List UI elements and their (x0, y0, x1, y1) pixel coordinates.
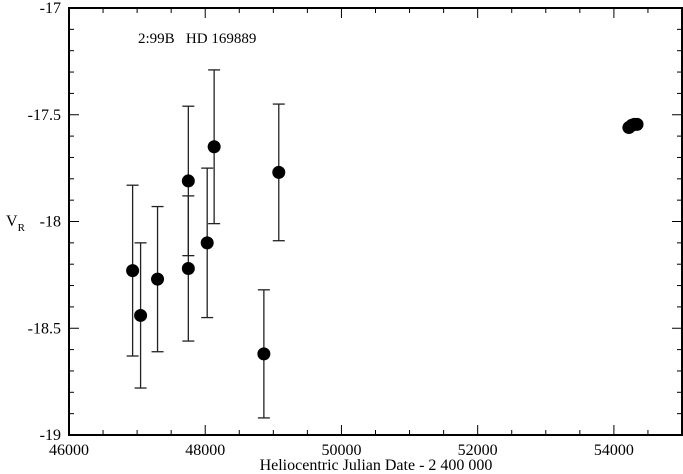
data-point (181, 261, 195, 275)
y-tick-label: -18.5 (28, 320, 61, 337)
x-tick-label: 54000 (594, 442, 634, 459)
data-marks (126, 69, 644, 419)
x-tick-label: 50000 (321, 442, 361, 459)
data-point (207, 140, 221, 154)
y-axis-label-main: V (6, 213, 18, 230)
data-point (134, 308, 148, 322)
y-tick-label: -18 (40, 214, 61, 231)
axes: 46000 48000 50000 52000 54000 -17 -17.5 -18 -18.… (28, 0, 683, 459)
x-tick-label: 48000 (185, 442, 225, 459)
x-axis-label: Heliocentric Julian Date - 2 400 000 (260, 457, 493, 474)
y-axis-label: VR (6, 213, 26, 234)
y-axis-label-sub: R (18, 222, 26, 234)
y-tick-label: -19 (40, 427, 61, 444)
data-point (200, 236, 214, 250)
data-point (630, 117, 644, 131)
data-point (181, 174, 195, 188)
data-point (126, 264, 140, 278)
chart-title: 2:99B HD 169889 (138, 31, 256, 47)
y-tick-label: -17 (40, 0, 61, 17)
data-point (272, 165, 286, 179)
y-tick-label: -17.5 (28, 107, 61, 124)
data-point (257, 347, 271, 361)
x-tick-label: 52000 (458, 442, 498, 459)
plot-frame (68, 7, 683, 436)
data-point (151, 272, 165, 286)
x-tick-label: 46000 (49, 442, 89, 459)
